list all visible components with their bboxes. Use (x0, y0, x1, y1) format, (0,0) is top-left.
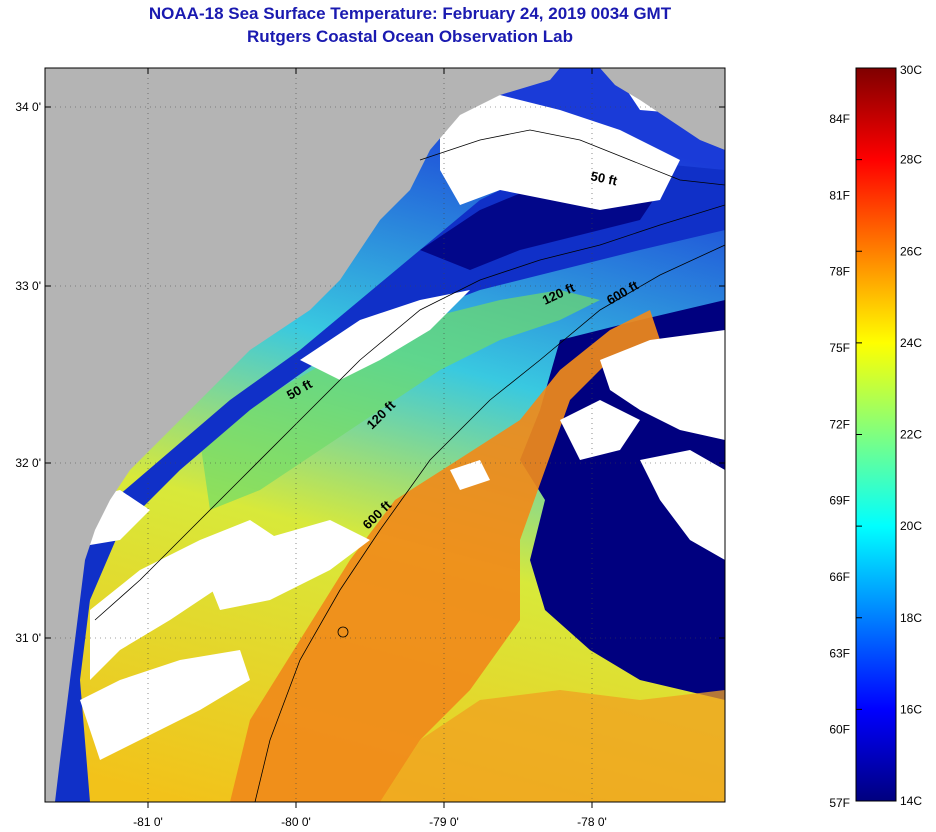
colorbar-celsius-labels: 30C 28C 26C 24C 22C 20C 18C 16C 14C (856, 63, 922, 808)
colorbar-fahrenheit-label: 69F (829, 494, 850, 508)
colorbar-fahrenheit-label: 84F (829, 112, 850, 126)
colorbar-celsius-label: 24C (900, 336, 922, 350)
colorbar-celsius-label: 22C (900, 428, 922, 442)
graticule (45, 68, 725, 802)
lon-tick-label: -81 0' (133, 815, 163, 829)
colorbar-fahrenheit-label: 72F (829, 417, 850, 431)
lon-tick-label: -78 0' (577, 815, 607, 829)
land-mass (45, 68, 560, 802)
cool-green-band (200, 290, 600, 510)
colorbar-fahrenheit-label: 75F (829, 341, 850, 355)
lon-tick-label: -79 0' (429, 815, 459, 829)
lat-tick-label: 33 0' (15, 279, 41, 293)
map-subtitle: Rutgers Coastal Ocean Observation Lab (247, 27, 573, 46)
colorbar-celsius-label: 26C (900, 244, 922, 258)
colorbar-fahrenheit-label: 78F (829, 265, 850, 279)
map-frame (44, 67, 726, 803)
colorbar-celsius-label: 18C (900, 611, 922, 625)
colorbar-fahrenheit-label: 57F (829, 796, 850, 810)
colorbar-fahrenheit-label: 60F (829, 723, 850, 737)
map-title: NOAA-18 Sea Surface Temperature: Februar… (148, 4, 672, 23)
colorbar-celsius-label: 28C (900, 153, 922, 167)
colorbar-celsius-label: 30C (900, 63, 922, 77)
lon-tick-label: -80 0' (281, 815, 311, 829)
colorbar-celsius-label: 14C (900, 794, 922, 808)
colorbar-celsius-label: 16C (900, 702, 922, 716)
colorbar-fahrenheit-labels: 84F 81F 78F 75F 72F 69F 66F 63F 60F 57F (829, 112, 850, 810)
colorbar-celsius-label: 20C (900, 519, 922, 533)
cloud-cover (70, 75, 725, 760)
isobath-lines (94, 129, 725, 802)
warm-water-south (380, 690, 725, 802)
colorbar (855, 67, 897, 802)
land-northeast (600, 68, 725, 150)
nearshore-cold-band (45, 160, 725, 802)
colorbar-fahrenheit-label: 66F (829, 570, 850, 584)
lat-tick-label: 32 0' (15, 456, 41, 470)
lat-tick-label: 31 0' (15, 631, 41, 645)
lat-tick-label: 34 0' (15, 100, 41, 114)
contour-label-50ft-north: 50 ft (589, 168, 619, 188)
colorbar-fahrenheit-label: 63F (829, 646, 850, 660)
colorbar-fahrenheit-label: 81F (829, 188, 850, 202)
warm-water-core (230, 310, 660, 802)
